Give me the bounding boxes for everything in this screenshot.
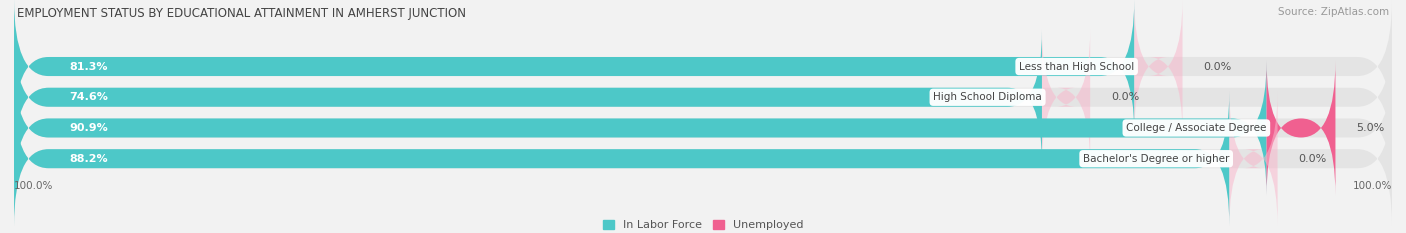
Text: 90.9%: 90.9%: [69, 123, 108, 133]
Text: 0.0%: 0.0%: [1111, 92, 1139, 102]
FancyBboxPatch shape: [14, 91, 1392, 226]
Text: 100.0%: 100.0%: [1353, 181, 1392, 191]
Text: 81.3%: 81.3%: [69, 62, 108, 72]
Text: College / Associate Degree: College / Associate Degree: [1126, 123, 1267, 133]
Text: 0.0%: 0.0%: [1298, 154, 1326, 164]
Text: 5.0%: 5.0%: [1357, 123, 1385, 133]
FancyBboxPatch shape: [14, 61, 1392, 195]
Text: 0.0%: 0.0%: [1204, 62, 1232, 72]
Text: EMPLOYMENT STATUS BY EDUCATIONAL ATTAINMENT IN AMHERST JUNCTION: EMPLOYMENT STATUS BY EDUCATIONAL ATTAINM…: [17, 7, 465, 20]
Text: 88.2%: 88.2%: [69, 154, 108, 164]
Text: 74.6%: 74.6%: [69, 92, 108, 102]
Text: Less than High School: Less than High School: [1019, 62, 1135, 72]
FancyBboxPatch shape: [1135, 0, 1182, 134]
Text: Bachelor's Degree or higher: Bachelor's Degree or higher: [1083, 154, 1229, 164]
FancyBboxPatch shape: [14, 30, 1042, 164]
Text: 100.0%: 100.0%: [14, 181, 53, 191]
Text: High School Diploma: High School Diploma: [934, 92, 1042, 102]
FancyBboxPatch shape: [1267, 61, 1336, 195]
FancyBboxPatch shape: [1042, 30, 1090, 164]
Legend: In Labor Force, Unemployed: In Labor Force, Unemployed: [598, 216, 808, 233]
FancyBboxPatch shape: [14, 91, 1229, 226]
FancyBboxPatch shape: [14, 30, 1392, 164]
Text: Source: ZipAtlas.com: Source: ZipAtlas.com: [1278, 7, 1389, 17]
FancyBboxPatch shape: [14, 0, 1392, 134]
FancyBboxPatch shape: [14, 61, 1267, 195]
FancyBboxPatch shape: [1229, 91, 1278, 226]
FancyBboxPatch shape: [14, 0, 1135, 134]
